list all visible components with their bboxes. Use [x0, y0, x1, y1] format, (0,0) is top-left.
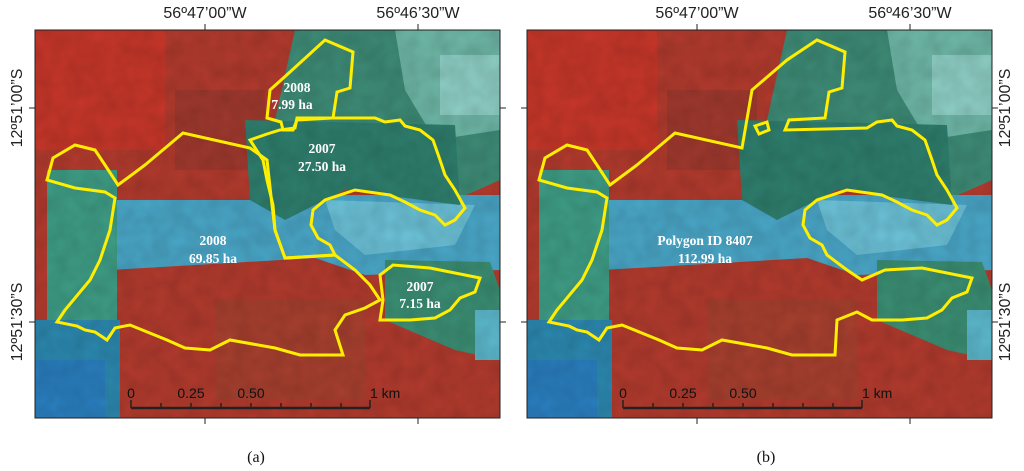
scale-bar-a: 0 0.25 0.50 1 km — [127, 385, 400, 410]
caption-b: (b) — [757, 449, 776, 466]
map-image-a — [35, 30, 500, 420]
lat-label-a-1: 12º51’00”S — [9, 69, 26, 148]
lon-label-a-1: 56º47’00”W — [163, 5, 247, 22]
scale-tick-050: 0.50 — [729, 385, 756, 401]
scale-tick-1km: 1 km — [862, 385, 892, 401]
polygon-outlines-a — [45, 38, 482, 357]
scale-tick-1km: 1 km — [370, 385, 400, 401]
map-frame-b — [526, 29, 993, 419]
scale-bar-b: 0 0.25 0.50 1 km — [619, 385, 892, 410]
label-2008-small-area: 7.99 ha — [271, 97, 313, 112]
scale-tick-025: 0.25 — [177, 385, 204, 401]
label-2007-small-area: 7.15 ha — [399, 296, 441, 311]
map-frame-a — [34, 29, 501, 419]
label-2008-large-area: 69.85 ha — [189, 251, 237, 266]
tick-marks-b — [521, 24, 998, 424]
label-2008-large-year: 2008 — [200, 233, 227, 248]
lat-label-a-2: 12º51’30”S — [9, 283, 26, 362]
tick-marks-a — [29, 24, 506, 424]
map-image-b — [527, 30, 992, 420]
polygon-8407 — [537, 38, 974, 357]
lon-label-b-2: 56º46’30”W — [868, 5, 952, 22]
polygon-2007-small — [378, 263, 482, 322]
lon-label-b-1: 56º47’00”W — [655, 5, 739, 22]
scale-tick-050: 0.50 — [237, 385, 264, 401]
scale-tick-0: 0 — [619, 385, 627, 401]
lon-label-a-2: 56º46’30”W — [376, 5, 460, 22]
label-2007-middle-year: 2007 — [309, 141, 336, 156]
polygon-2008-large — [45, 131, 383, 357]
label-polygon-id: Polygon ID 8407 — [657, 233, 753, 248]
lat-label-b-2: 12º51’30”S — [997, 283, 1014, 362]
panel-b: 56º47’00”W 56º46’30”W 12º51’00”S 12º51’3… — [521, 5, 1014, 466]
caption-a: (a) — [247, 449, 265, 466]
label-2007-small-year: 2007 — [407, 279, 434, 294]
lat-label-b-1: 12º51’00”S — [997, 69, 1014, 148]
scale-tick-025: 0.25 — [669, 385, 696, 401]
polygon-8407-hole — [752, 120, 771, 136]
label-2007-middle-area: 27.50 ha — [298, 159, 346, 174]
label-2008-small-year: 2008 — [284, 80, 311, 95]
scale-tick-0: 0 — [127, 385, 135, 401]
polygon-outline-b — [537, 38, 974, 357]
panel-a: 56º47’00”W 56º46’30”W 12º51’00”S 12º51’3… — [9, 5, 506, 466]
label-polygon-area: 112.99 ha — [678, 251, 732, 266]
